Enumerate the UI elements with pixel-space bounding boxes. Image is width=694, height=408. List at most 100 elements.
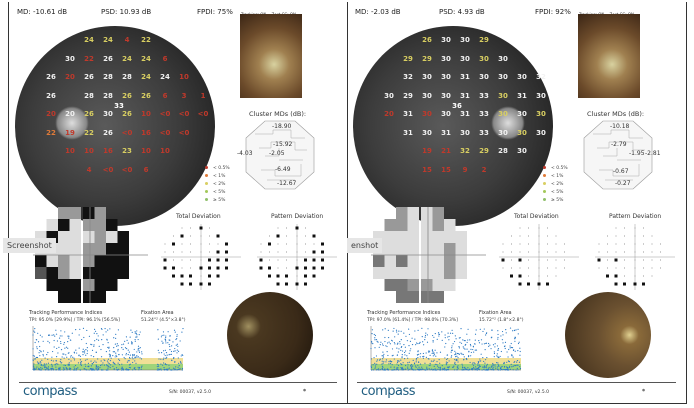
tracking-point	[414, 338, 416, 340]
tracking-point	[114, 363, 116, 365]
deviation-point	[598, 251, 600, 253]
deviation-point	[208, 282, 211, 286]
tracking-point	[415, 342, 418, 344]
tracking-point	[98, 345, 100, 347]
grayscale-cell	[58, 279, 70, 291]
tracking-point	[34, 328, 36, 330]
cluster-md-value: -12.67	[277, 180, 297, 187]
grayscale-cell	[407, 279, 419, 291]
tracking-point	[106, 360, 109, 362]
deviation-point	[321, 242, 324, 246]
grayscale-cell	[94, 243, 106, 255]
tracking-point	[508, 366, 511, 368]
tracking-point	[400, 367, 403, 369]
tracking-point	[158, 358, 160, 360]
tracking-point	[165, 340, 167, 342]
deviation-point	[528, 267, 529, 269]
grayscale-cell	[106, 267, 118, 279]
tracking-point	[41, 359, 43, 361]
threshold-value: 30	[517, 147, 527, 155]
tracking-point	[126, 369, 128, 371]
tracking-point	[405, 364, 407, 367]
tracking-point	[375, 338, 378, 341]
tracking-point	[422, 341, 424, 343]
tracking-point	[120, 367, 122, 369]
tracking-point	[381, 355, 383, 357]
tracking-point	[417, 351, 419, 353]
tracking-point	[382, 344, 384, 347]
tracking-point	[452, 366, 454, 368]
tracking-point	[166, 356, 168, 358]
tracking-point	[120, 369, 123, 371]
color-fundus-photo	[227, 292, 313, 378]
tracking-point	[481, 369, 483, 371]
cluster-md-value: -18.90	[272, 123, 292, 130]
tracking-point	[466, 341, 468, 344]
optic-disc	[491, 106, 525, 140]
optic-disc-photo	[240, 14, 302, 98]
tracking-point	[513, 361, 515, 364]
tracking-point	[107, 367, 109, 369]
tracking-point	[75, 368, 77, 370]
threshold-value: 30	[422, 110, 432, 118]
tracking-point	[35, 368, 37, 371]
tracking-point	[125, 352, 128, 355]
tracking-point	[401, 354, 403, 356]
tracking-point	[444, 346, 446, 348]
tracking-point	[400, 346, 402, 348]
deviation-point	[564, 243, 565, 245]
tracking-point	[37, 341, 40, 343]
tracking-point	[497, 347, 500, 350]
tracking-point	[384, 336, 386, 339]
threshold-value: 30	[422, 73, 432, 81]
tracking-point	[70, 367, 72, 370]
tracking-point	[61, 362, 63, 364]
tracking-point	[90, 343, 92, 345]
tracking-point	[104, 359, 106, 362]
tracking-point	[68, 358, 70, 361]
tracking-point	[134, 332, 136, 334]
deviation-point	[614, 274, 618, 278]
tracking-point	[518, 341, 520, 343]
tracking-point	[40, 350, 42, 352]
grayscale-cell	[83, 267, 95, 279]
tracking-point	[135, 336, 137, 338]
tracking-point	[129, 363, 131, 365]
tracking-point	[39, 355, 41, 357]
tracking-point	[428, 358, 430, 360]
tracking-point	[138, 367, 140, 369]
deviation-point	[268, 274, 271, 278]
tracking-point	[408, 352, 410, 354]
tracking-point	[56, 347, 58, 350]
deviation-point	[615, 227, 617, 229]
tracking-point	[508, 369, 510, 371]
tracking-point	[382, 358, 384, 360]
threshold-value: <0	[178, 128, 190, 137]
tracking-point	[134, 340, 136, 342]
tracking-point	[176, 352, 178, 354]
tracking-point	[462, 339, 464, 341]
legend-label: ≥ 5%	[213, 198, 226, 203]
tracking-point	[40, 362, 42, 364]
total-deviation-plot	[161, 224, 241, 290]
grayscale-cell	[407, 255, 419, 267]
grayscale-cell	[83, 231, 95, 243]
tracking-point	[396, 360, 399, 362]
tracking-point	[453, 340, 456, 343]
tracking-point	[93, 332, 95, 334]
tracking-point	[419, 341, 421, 343]
tracking-point	[75, 349, 77, 351]
deviation-point	[547, 267, 548, 269]
tracking-point	[441, 365, 443, 367]
tracking-point	[74, 364, 77, 367]
threshold-value: 26	[122, 91, 132, 100]
tracking-point	[134, 331, 136, 333]
tracking-point	[35, 356, 38, 359]
tracking-point	[402, 369, 404, 371]
tracking-point	[157, 338, 159, 340]
tracking-point	[396, 343, 399, 345]
deviation-point	[643, 259, 644, 261]
threshold-value: 30	[65, 54, 75, 63]
tracking-point	[411, 365, 413, 368]
deviation-point	[269, 251, 270, 253]
